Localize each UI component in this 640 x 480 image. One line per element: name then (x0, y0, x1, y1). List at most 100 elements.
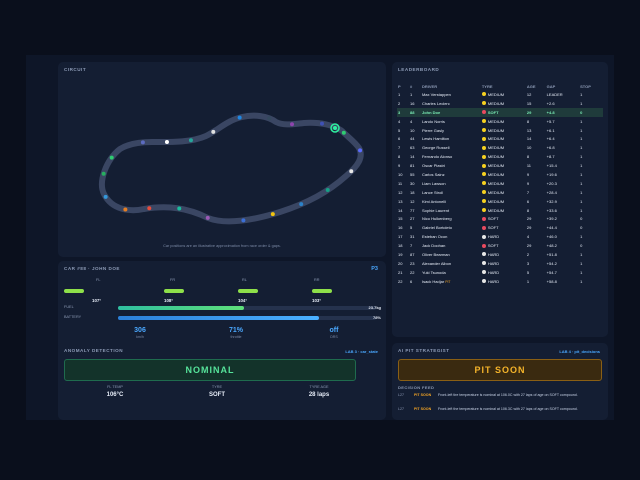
leaderboard-row[interactable]: 2 16 Charles Leclerc MEDIUM 15 +2.6 1 (397, 99, 603, 108)
car-marker[interactable] (358, 148, 363, 153)
gap-cell: +58.8 (546, 277, 579, 286)
car-marker[interactable] (320, 121, 325, 126)
leaderboard-row[interactable]: 19 87 Oliver Bearman HARD 2 +51.8 1 (397, 250, 603, 259)
driver-cell-text: Carlos Sainz (421, 171, 445, 177)
gap-cell-text: +54.2 (546, 260, 557, 266)
driver-cell-text: Kimi Antonelli (421, 198, 446, 204)
car-marker[interactable] (205, 215, 210, 220)
leaderboard-row[interactable]: 18 7 Jack Doohan SOFT 29 +48.2 0 (397, 241, 603, 250)
car-number-cell-text: 30 (409, 180, 415, 186)
stops-cell-text: 1 (580, 198, 583, 204)
gap-cell: +15.4 (546, 161, 579, 170)
leaderboard-row[interactable]: 7 63 George Russell MEDIUM 10 +6.8 1 (397, 143, 603, 152)
car-number-cell-text: 5 (409, 225, 413, 231)
car-marker[interactable] (140, 140, 145, 145)
position-cell-text: 13 (398, 198, 403, 204)
tyre-age-cell-text: 12 (526, 91, 532, 97)
car-marker[interactable] (241, 218, 246, 223)
car-marker[interactable] (147, 206, 152, 211)
car-marker[interactable] (299, 202, 304, 207)
tyre-label-fr: FR (170, 278, 176, 282)
leaderboard-row[interactable]: 5 10 Pierre Gasly MEDIUM 13 +6.1 1 (397, 126, 603, 135)
driver-cell: Max Verstappen (421, 90, 481, 99)
drs-value: off (329, 327, 339, 334)
driver-cell: Yuki Tsunoda (421, 268, 481, 277)
leaderboard-row[interactable]: 16 5 Gabriel Bortoleto SOFT 29 +44.4 0 (397, 223, 603, 232)
stops-cell: 1 (579, 206, 603, 215)
car-marker[interactable] (325, 188, 330, 193)
feed-lap: L27 (398, 407, 404, 411)
tyre-age-cell-text: 10 (526, 145, 532, 151)
position-cell: 1 (397, 90, 409, 99)
stops-cell: 1 (579, 188, 603, 197)
tyre-cell: MEDIUM (481, 90, 526, 99)
leaderboard-row[interactable]: 17 31 Esteban Ocon HARD 4 +46.0 1 (397, 232, 603, 241)
tyre-temp-rr: 103° (312, 298, 322, 303)
fuel-bar (118, 306, 376, 310)
leaderboard-row[interactable]: 11 30 Liam Lawson MEDIUM 9 +20.3 1 (397, 179, 603, 188)
leaderboard-row[interactable]: 12 18 Lance Stroll MEDIUM 7 +28.4 1 (397, 188, 603, 197)
position-cell-text: 9 (398, 163, 401, 169)
car-marker[interactable] (101, 171, 106, 176)
car-marker[interactable] (123, 207, 128, 212)
stops-cell: 1 (579, 179, 603, 188)
car-marker[interactable] (290, 122, 295, 127)
leaderboard-row[interactable]: 4 4 Lando Norris MEDIUM 8 +5.7 1 (397, 117, 603, 126)
car-marker[interactable] (103, 194, 108, 199)
anomaly-tyre: TYRE SOFT (172, 385, 262, 398)
gap-cell: +54.2 (546, 259, 579, 268)
gap-cell: +51.8 (546, 250, 579, 259)
track-path (99, 112, 364, 225)
tyre-age-cell-text: 29 (526, 225, 532, 231)
position-cell-text: 3 (398, 109, 401, 115)
car-number-cell-text: 22 (409, 269, 415, 275)
position-cell: 11 (397, 179, 409, 188)
stops-cell: 1 (579, 134, 603, 143)
car-marker[interactable] (270, 212, 275, 217)
car-marker[interactable] (177, 206, 182, 211)
leaderboard-row[interactable]: 14 77 Sophie Laurent MEDIUM 8 +33.6 1 (397, 206, 603, 215)
stops-cell-text: 1 (580, 136, 583, 142)
player-car-marker[interactable] (330, 123, 340, 133)
stops-cell-text: 1 (580, 91, 583, 97)
battery-value: 78% (372, 315, 381, 320)
leaderboard-row[interactable]: 1 1 Max Verstappen MEDIUM 12 LEADER 1 (397, 90, 603, 99)
leaderboard-row[interactable]: 6 44 Lewis Hamilton MEDIUM 14 +6.4 1 (397, 134, 603, 143)
stops-cell: 0 (579, 223, 603, 232)
car-marker[interactable] (267, 116, 272, 121)
tyre-compound-icon (481, 92, 486, 97)
tyre-text: HARD (487, 251, 500, 257)
car-marker[interactable] (341, 130, 346, 135)
position-cell: 2 (397, 99, 409, 108)
tyre-cell: MEDIUM (481, 170, 526, 179)
player-car-dot (333, 126, 337, 130)
tyre-age-cell-text: 13 (526, 127, 532, 133)
leaderboard-row[interactable]: 8 14 Fernando Alonso MEDIUM 8 +8.7 1 (397, 152, 603, 161)
leaderboard-row[interactable]: 20 23 Alexander Albon HARD 3 +54.2 1 (397, 259, 603, 268)
leaderboard-row[interactable]: 21 22 Yuki Tsunoda HARD 5 +54.7 1 (397, 268, 603, 277)
leaderboard-row[interactable]: 9 81 Oscar Piastri MEDIUM 11 +15.4 1 (397, 161, 603, 170)
position-cell: 15 (397, 214, 409, 223)
column-header: TYRE (481, 84, 493, 89)
leaderboard-row[interactable]: 22 6 Isack HadjarPIT HARD 1 +58.8 1 (397, 277, 603, 286)
tyre-bar-rr (312, 289, 332, 293)
car-marker[interactable] (109, 155, 114, 160)
leaderboard-row[interactable]: 15 27 Nico Hulkenberg SOFT 29 +39.2 0 (397, 214, 603, 223)
car-marker[interactable] (237, 115, 242, 120)
gap-cell-text: +58.8 (546, 278, 557, 284)
tyre-text: MEDIUM (487, 189, 505, 195)
leaderboard-row[interactable]: 13 12 Kimi Antonelli MEDIUM 6 +32.9 1 (397, 197, 603, 206)
gap-cell-text: +6.4 (546, 136, 555, 142)
tyre-bar-rl (238, 289, 258, 293)
car-marker[interactable] (164, 140, 169, 145)
car-position: P3 (371, 266, 378, 272)
leaderboard-row[interactable]: 3 88 John Doe SOFT 29 +4.8 0 (397, 107, 603, 117)
tyre-compound-icon (481, 119, 486, 124)
car-marker[interactable] (188, 138, 193, 143)
leaderboard-row[interactable]: 10 55 Carlos Sainz MEDIUM 9 +19.6 1 (397, 170, 603, 179)
tyre-age-cell: 8 (526, 206, 546, 215)
car-marker[interactable] (349, 169, 354, 174)
car-marker[interactable] (211, 129, 216, 134)
position-cell-text: 22 (398, 278, 403, 284)
car-number-cell-text: 18 (409, 189, 415, 195)
